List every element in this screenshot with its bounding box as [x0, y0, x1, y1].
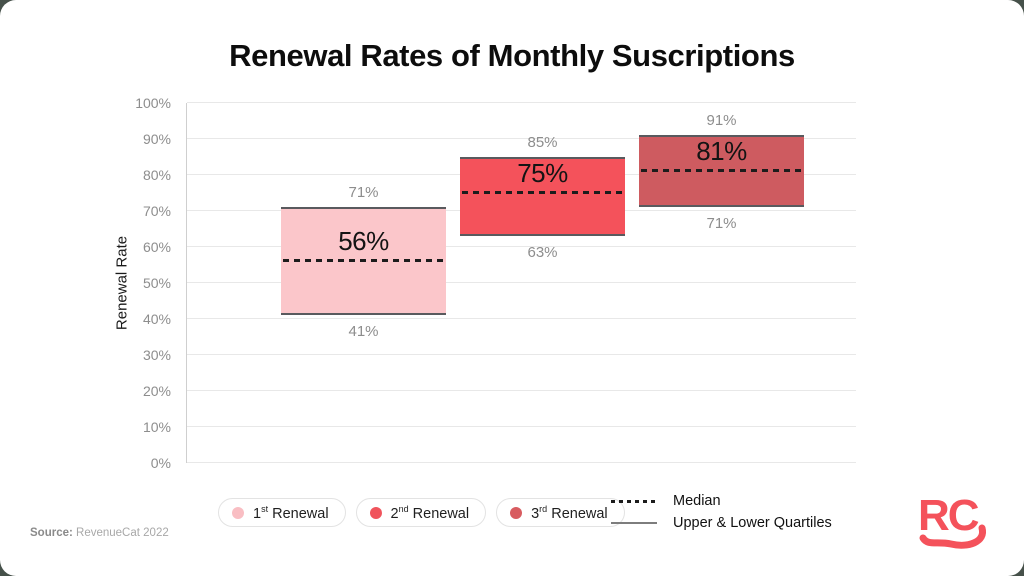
legend-dot-1st-renewal	[232, 506, 244, 519]
legend-pill-3rd-renewal: 3rd Renewal	[496, 498, 625, 527]
lower-quartile-label-1st-renewal: 41%	[348, 323, 379, 341]
legend-median-row: Median	[611, 490, 832, 512]
y-tick-40: 40%	[142, 311, 171, 327]
legend-dot-3rd-renewal	[510, 506, 523, 519]
y-tick-70: 70%	[142, 203, 171, 219]
gridline-60	[187, 246, 856, 247]
quartiles-solid-line-sample	[611, 522, 657, 524]
series-legend: 1st Renewal 2nd Renewal 3rd Renewal	[218, 498, 625, 527]
legend-pill-1st-renewal: 1st Renewal	[218, 498, 346, 527]
legend-dot-2nd-renewal	[369, 506, 382, 519]
upper-quartile-label-3rd-renewal: 91%	[706, 112, 737, 130]
svg-text:RC: RC	[918, 491, 979, 540]
quartiles-legend-label: Upper & Lower Quartiles	[673, 515, 832, 531]
upper-quartile-label-2nd-renewal: 85%	[527, 134, 558, 151]
y-tick-80: 80%	[142, 167, 171, 183]
gridline-50	[187, 282, 856, 283]
gridline-10	[187, 426, 856, 427]
median-dashed-line-sample	[611, 499, 657, 503]
gridline-40	[187, 318, 856, 319]
y-tick-90: 90%	[142, 131, 171, 147]
plot-area: 71% 41% 56% 85% 63% 75% 91% 71% 81%	[186, 102, 856, 463]
gridline-0	[187, 462, 856, 463]
median-value-3rd-renewal: 81%	[696, 136, 747, 167]
median-line-1st-renewal	[283, 259, 444, 263]
gridline-90	[187, 138, 856, 139]
median-line-3rd-renewal	[641, 169, 802, 173]
legend-label-2nd-renewal: 2nd Renewal	[390, 503, 470, 522]
median-value-1st-renewal: 56%	[338, 226, 389, 257]
upper-quartile-label-1st-renewal: 71%	[348, 184, 379, 202]
quartile-bar-2nd-renewal	[460, 157, 625, 237]
legend-label-3rd-renewal: 3rd Renewal	[531, 503, 608, 522]
revenuecat-logo-icon: RC	[918, 491, 986, 549]
source-note: Source: RevenueCat 2022	[30, 527, 169, 539]
y-tick-60: 60%	[142, 239, 171, 255]
y-axis-tick-labels: 0% 10% 20% 30% 40% 50% 60% 70% 80% 90% 100%	[0, 96, 178, 470]
y-tick-100: 100%	[135, 95, 171, 111]
source-text: RevenueCat 2022	[72, 527, 169, 539]
median-value-2nd-renewal: 75%	[517, 158, 568, 188]
gridline-100	[187, 102, 856, 103]
legend-label-1st-renewal: 1st Renewal	[253, 503, 329, 522]
chart-title: Renewal Rates of Monthly Suscriptions	[229, 38, 795, 73]
line-style-legend: Median Upper & Lower Quartiles	[611, 490, 832, 534]
y-tick-0: 0%	[150, 455, 171, 471]
median-line-2nd-renewal	[462, 191, 623, 194]
y-tick-10: 10%	[142, 419, 171, 435]
legend-quartiles-row: Upper & Lower Quartiles	[611, 512, 832, 534]
revenuecat-logo: RC	[914, 484, 998, 560]
gridline-30	[187, 354, 856, 355]
y-tick-20: 20%	[142, 383, 171, 399]
y-tick-30: 30%	[142, 347, 171, 363]
legend-pill-2nd-renewal: 2nd Renewal	[355, 498, 487, 527]
lower-quartile-label-3rd-renewal: 71%	[706, 215, 737, 233]
gridline-20	[187, 390, 856, 391]
y-tick-50: 50%	[142, 275, 171, 291]
median-legend-label: Median	[673, 493, 721, 509]
lower-quartile-label-2nd-renewal: 63%	[527, 244, 558, 262]
source-prefix: Source:	[30, 527, 73, 539]
